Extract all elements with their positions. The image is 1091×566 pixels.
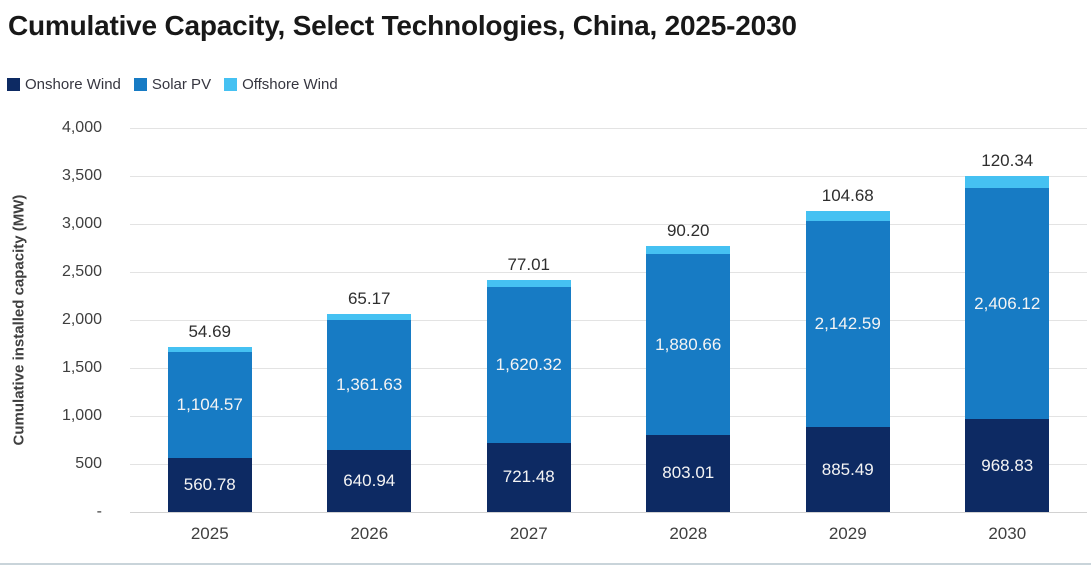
gridline <box>130 464 1087 465</box>
segment-onshore-wind-2026: 640.94 <box>327 450 412 512</box>
segment-onshore-wind-2027: 721.48 <box>486 442 571 512</box>
y-tick-label: 500 <box>75 455 102 472</box>
segment-solar-pv-2030: 2,406.12 <box>965 188 1050 419</box>
gridline <box>130 368 1087 369</box>
gridline <box>130 416 1087 417</box>
y-tick-label: 2,000 <box>61 311 102 328</box>
bottom-divider <box>0 563 1091 565</box>
x-axis-label-2029: 2029 <box>828 524 867 543</box>
segment-onshore-wind-2029: 885.49 <box>805 427 890 512</box>
x-axis-line <box>130 512 1087 513</box>
x-axis-label-2028: 2028 <box>669 524 708 543</box>
segment-onshore-wind-2028: 803.01 <box>646 434 731 512</box>
y-tick-label: 1,500 <box>61 359 102 376</box>
legend: Onshore Wind Solar PV Offshore Wind <box>7 76 338 93</box>
bar-2028: 803.01 1,880.66 90.20 <box>646 221 731 512</box>
gridline <box>130 272 1087 273</box>
plot-area: 560.78 1,104.57 54.69 640.94 1,361.63 65.17 72… <box>130 128 1087 513</box>
segment-offshore-wind-2028 <box>646 245 731 255</box>
legend-swatch-icon <box>7 78 20 91</box>
bar-2027: 721.48 1,620.32 77.01 <box>486 255 571 512</box>
segment-solar-pv-2029: 2,142.59 <box>805 221 890 427</box>
y-tick-label: 1,000 <box>61 407 102 424</box>
legend-item-solar-pv: Solar PV <box>133 76 212 93</box>
bar-2030: 968.83 2,406.12 120.34 <box>965 151 1050 512</box>
segment-offshore-wind-2029 <box>805 211 890 222</box>
segment-offshore-wind-2027 <box>486 279 571 288</box>
segment-onshore-wind-2025: 560.78 <box>167 458 252 512</box>
segment-offshore-wind-2026 <box>327 313 412 320</box>
above-bar-label-2030: 120.34 <box>981 151 1034 171</box>
segment-onshore-wind-2030: 968.83 <box>965 419 1050 512</box>
gridline <box>130 320 1087 321</box>
gridline <box>130 224 1087 225</box>
legend-swatch-icon <box>224 78 238 91</box>
above-bar-label-2028: 90.20 <box>666 220 710 240</box>
above-bar-label-2025: 54.69 <box>188 321 232 341</box>
x-axis-label-2025: 2025 <box>190 524 229 543</box>
segment-solar-pv-2026: 1,361.63 <box>327 319 412 451</box>
legend-swatch-icon <box>133 78 147 91</box>
gridline <box>130 176 1087 177</box>
y-tick-label: 4,000 <box>61 119 102 136</box>
x-axis-label-2027: 2027 <box>509 524 548 543</box>
segment-solar-pv-2027: 1,620.32 <box>486 287 571 443</box>
gridline <box>130 128 1087 129</box>
x-axis-label-2026: 2026 <box>350 524 389 543</box>
legend-item-offshore-wind: Offshore Wind <box>224 76 338 93</box>
above-bar-label-2027: 77.01 <box>507 254 551 274</box>
legend-item-onshore-wind: Onshore Wind <box>7 76 121 93</box>
above-bar-label-2029: 104.68 <box>821 186 874 206</box>
above-bar-label-2026: 65.17 <box>347 288 391 308</box>
x-axis-label-2030: 2030 <box>988 524 1027 543</box>
y-tick-label: 3,500 <box>61 167 102 184</box>
y-tick-label: 2,500 <box>61 263 102 280</box>
chart-title: Cumulative Capacity, Select Technologies… <box>8 10 797 41</box>
bar-2026: 640.94 1,361.63 65.17 <box>327 289 412 512</box>
bar-2025: 560.78 1,104.57 54.69 <box>167 322 252 512</box>
segment-offshore-wind-2025 <box>167 346 252 353</box>
segment-solar-pv-2028: 1,880.66 <box>646 254 731 435</box>
segment-solar-pv-2025: 1,104.57 <box>167 352 252 459</box>
y-tick-label: 3,000 <box>61 215 102 232</box>
legend-label: Solar PV <box>151 76 212 93</box>
legend-label: Onshore Wind <box>25 76 121 93</box>
segment-offshore-wind-2030 <box>965 176 1050 189</box>
legend-label: Offshore Wind <box>242 76 338 93</box>
bar-2029: 885.49 2,142.59 104.68 <box>805 186 890 512</box>
y-tick-label: - <box>96 503 102 520</box>
